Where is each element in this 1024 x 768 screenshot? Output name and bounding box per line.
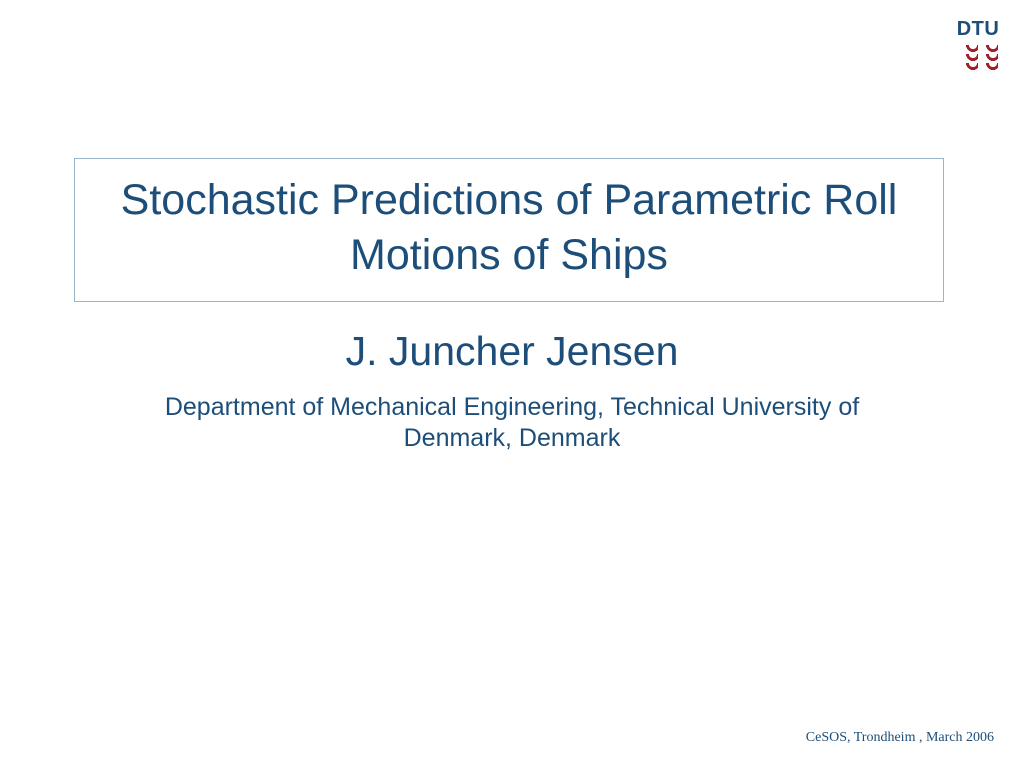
wave-icon (958, 45, 998, 52)
wave-icon (958, 54, 998, 61)
title-box: Stochastic Predictions of Parametric Rol… (74, 158, 944, 302)
dtu-logo: DTU (954, 18, 1002, 70)
author-name: J. Juncher Jensen (0, 328, 1024, 375)
wave-icon (958, 63, 998, 70)
author-affiliation: Department of Mechanical Engineering, Te… (160, 392, 864, 455)
dtu-logo-waves (958, 45, 998, 70)
footer-text: CeSOS, Trondheim , March 2006 (806, 730, 994, 746)
slide-title: Stochastic Predictions of Parametric Rol… (95, 173, 923, 283)
dtu-logo-text: DTU (957, 18, 1000, 41)
